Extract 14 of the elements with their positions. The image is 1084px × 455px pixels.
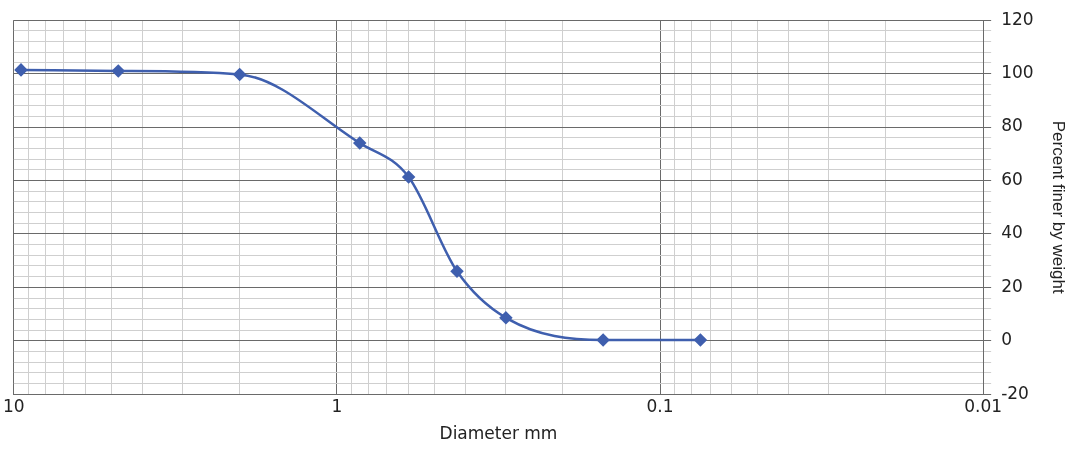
x-tick-label: 0.01 (964, 395, 1003, 416)
y-axis-title: Percent finer by weight (1049, 120, 1069, 294)
y-tick-label: 80 (1001, 115, 1023, 136)
y-tick-label: -20 (1001, 382, 1029, 403)
y-tick-label: 40 (1001, 222, 1023, 243)
x-tick-label: 1 (331, 395, 343, 416)
y-tick-label: 0 (1001, 329, 1012, 350)
y-tick-label: 100 (1001, 62, 1034, 83)
x-axis-title: Diameter mm (439, 423, 558, 444)
y-tick-label: 20 (1001, 275, 1023, 296)
x-tick-label: 0.1 (646, 395, 674, 416)
y-tick-label: 60 (1001, 168, 1023, 189)
y-tick-label: 120 (1001, 8, 1034, 29)
x-tick-label: 10 (3, 395, 25, 416)
